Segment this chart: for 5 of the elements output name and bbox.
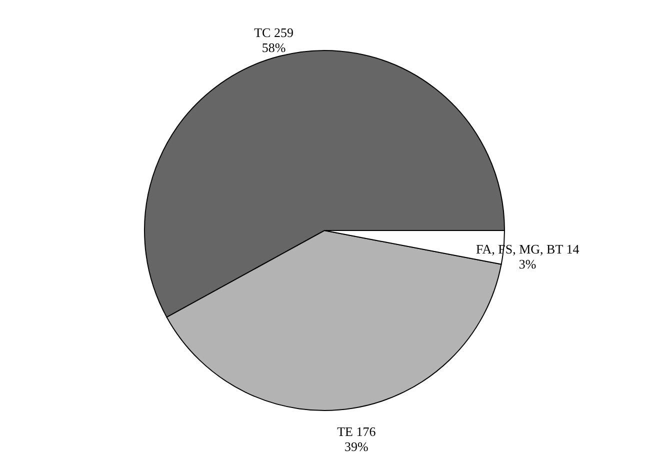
slice-label: TE 176 bbox=[337, 424, 376, 439]
data-label: 39% bbox=[344, 438, 368, 454]
data-label: 3% bbox=[518, 256, 536, 272]
data-label: 58% bbox=[262, 40, 286, 55]
slice-label: TC 259 bbox=[254, 24, 294, 40]
